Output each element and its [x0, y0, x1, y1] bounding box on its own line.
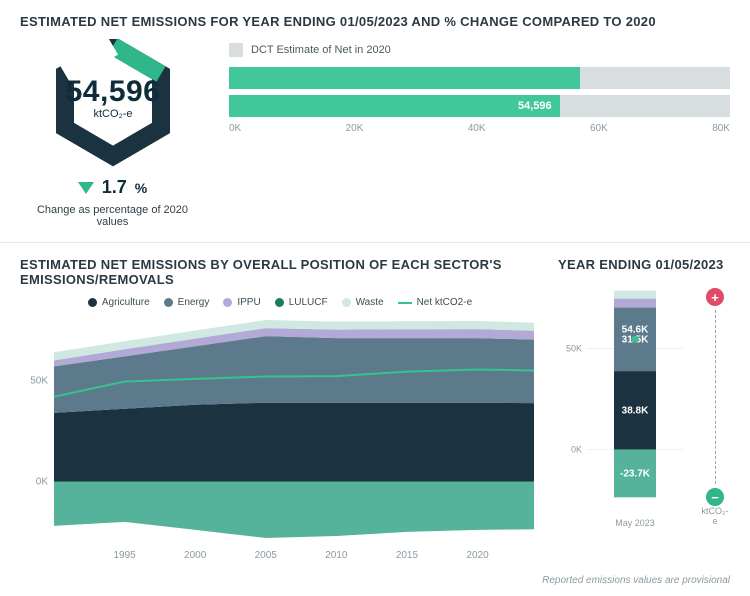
pct-symbol: %	[135, 180, 147, 196]
year-stack-section: YEAR ENDING 01/05/2023 0K50K31.5K38.8K-2…	[558, 257, 730, 569]
stack-chart: 0K50K31.5K38.8K-23.7K54.6KMay 2023	[558, 282, 690, 532]
top-title: ESTIMATED NET EMISSIONS FOR YEAR ENDING …	[20, 14, 730, 29]
svg-text:2020: 2020	[466, 550, 489, 561]
gauge-value: 54,596	[65, 75, 160, 108]
svg-text:2000: 2000	[184, 550, 207, 561]
svg-text:-23.7K: -23.7K	[620, 468, 651, 479]
svg-text:54.6K: 54.6K	[622, 324, 649, 335]
bar-2023-fill: 54,596	[229, 95, 560, 117]
svg-text:2010: 2010	[325, 550, 348, 561]
svg-text:38.8K: 38.8K	[622, 405, 649, 416]
comparison-bars: DCT Estimate of Net in 2020 54,596 0K20K…	[229, 39, 730, 134]
minus-icon[interactable]: −	[706, 488, 724, 506]
bar-legend: DCT Estimate of Net in 2020	[251, 44, 391, 56]
footer-note: Reported emissions values are provisiona…	[0, 573, 750, 596]
bar-2020	[229, 67, 730, 89]
stack-unit: ktCO₂-e	[700, 506, 730, 526]
trend-down-icon	[78, 182, 94, 194]
svg-text:0K: 0K	[571, 444, 582, 454]
svg-text:May 2023: May 2023	[615, 518, 655, 528]
svg-text:1995: 1995	[113, 550, 136, 561]
svg-text:2005: 2005	[255, 550, 278, 561]
top-section: ESTIMATED NET EMISSIONS FOR YEAR ENDING …	[0, 0, 750, 234]
year-title: YEAR ENDING 01/05/2023	[558, 257, 730, 272]
area-chart-section: ESTIMATED NET EMISSIONS BY OVERALL POSIT…	[20, 257, 540, 569]
bar-2023: 54,596	[229, 95, 730, 117]
gauge-unit: ktCO₂-e	[93, 108, 132, 120]
bar-xaxis: 0K20K40K60K80K	[229, 123, 730, 134]
legend-swatch	[229, 43, 243, 57]
svg-text:0K: 0K	[36, 476, 49, 487]
plus-icon[interactable]: +	[706, 288, 724, 306]
area-title: ESTIMATED NET EMISSIONS BY OVERALL POSIT…	[20, 257, 540, 287]
svg-text:50K: 50K	[566, 344, 582, 354]
svg-text:50K: 50K	[30, 376, 48, 387]
net-gauge: 54,596 ktCO₂-e 1.7 % Change as percentag…	[20, 39, 205, 228]
svg-text:2015: 2015	[396, 550, 419, 561]
pct-value: 1.7	[102, 177, 127, 198]
pct-note: Change as percentage of 2020 values	[20, 204, 205, 228]
stack-side-controls: + − ktCO₂-e	[700, 282, 730, 532]
bar-2020-fill	[229, 67, 580, 89]
area-legend: AgricultureEnergyIPPULULUCFWasteNet ktCO…	[20, 297, 540, 308]
area-chart: 0K 50K 1995 2000 2005 2010 2015 2020	[20, 314, 540, 564]
bar-2023-label: 54,596	[518, 100, 552, 112]
